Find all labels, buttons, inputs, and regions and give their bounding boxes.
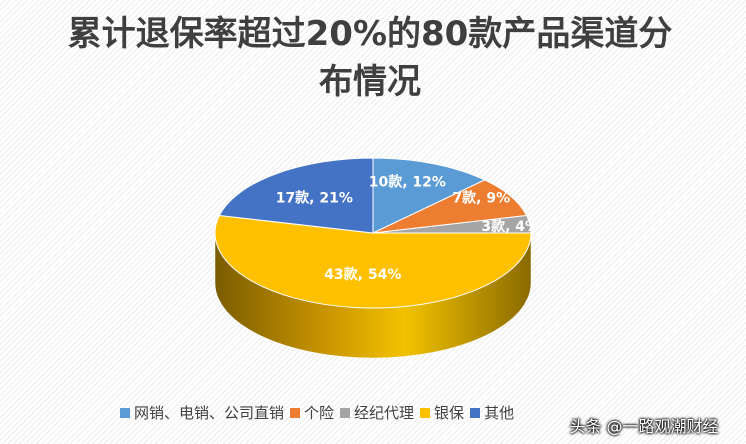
legend-item-0: 网销、电销、公司直销 bbox=[120, 402, 284, 423]
pie-label-1: 7款, 9% bbox=[452, 190, 510, 207]
legend-swatch-4 bbox=[470, 408, 481, 418]
chart-title: 累计退保率超过20%的80款产品渠道分布情况 bbox=[67, 14, 673, 102]
pie-label-4: 17款, 21% bbox=[276, 190, 353, 207]
pie-data-labels: 10款, 12% 7款, 9% 3款, 4% 43款, 54% 17款, 21% bbox=[276, 173, 539, 282]
legend-item-1: 个险 bbox=[290, 402, 334, 423]
watermark: 头条 @一路观潮财经 bbox=[569, 417, 719, 436]
legend-label-4: 其他 bbox=[484, 404, 515, 422]
legend-swatch-0 bbox=[120, 408, 130, 418]
legend-item-4: 其他 bbox=[470, 402, 514, 423]
pie-slice-3 bbox=[214, 214, 532, 309]
legend-label-1: 个险 bbox=[304, 404, 335, 422]
legend-label-0: 网销、电销、公司直销 bbox=[134, 404, 285, 422]
pie-label-2: 3款, 4% bbox=[481, 218, 539, 235]
pie-top-faces bbox=[214, 157, 532, 309]
pie-label-0: 10款, 12% bbox=[369, 173, 446, 190]
legend-label-2: 经纪代理 bbox=[354, 404, 415, 422]
pie-label-3: 43款, 54% bbox=[324, 266, 401, 283]
legend-swatch-1 bbox=[290, 408, 301, 418]
pie-slice-0 bbox=[372, 157, 486, 234]
legend-label-3: 银保 bbox=[434, 404, 465, 422]
legend-swatch-3 bbox=[420, 408, 431, 418]
legend-item-2: 经纪代理 bbox=[340, 402, 414, 423]
legend-swatch-2 bbox=[340, 408, 351, 418]
legend-item-3: 银保 bbox=[420, 402, 464, 423]
legend: 网销、电销、公司直销 个险 经纪代理 银保 其他 bbox=[120, 402, 740, 423]
pie-slice-4 bbox=[218, 157, 374, 234]
